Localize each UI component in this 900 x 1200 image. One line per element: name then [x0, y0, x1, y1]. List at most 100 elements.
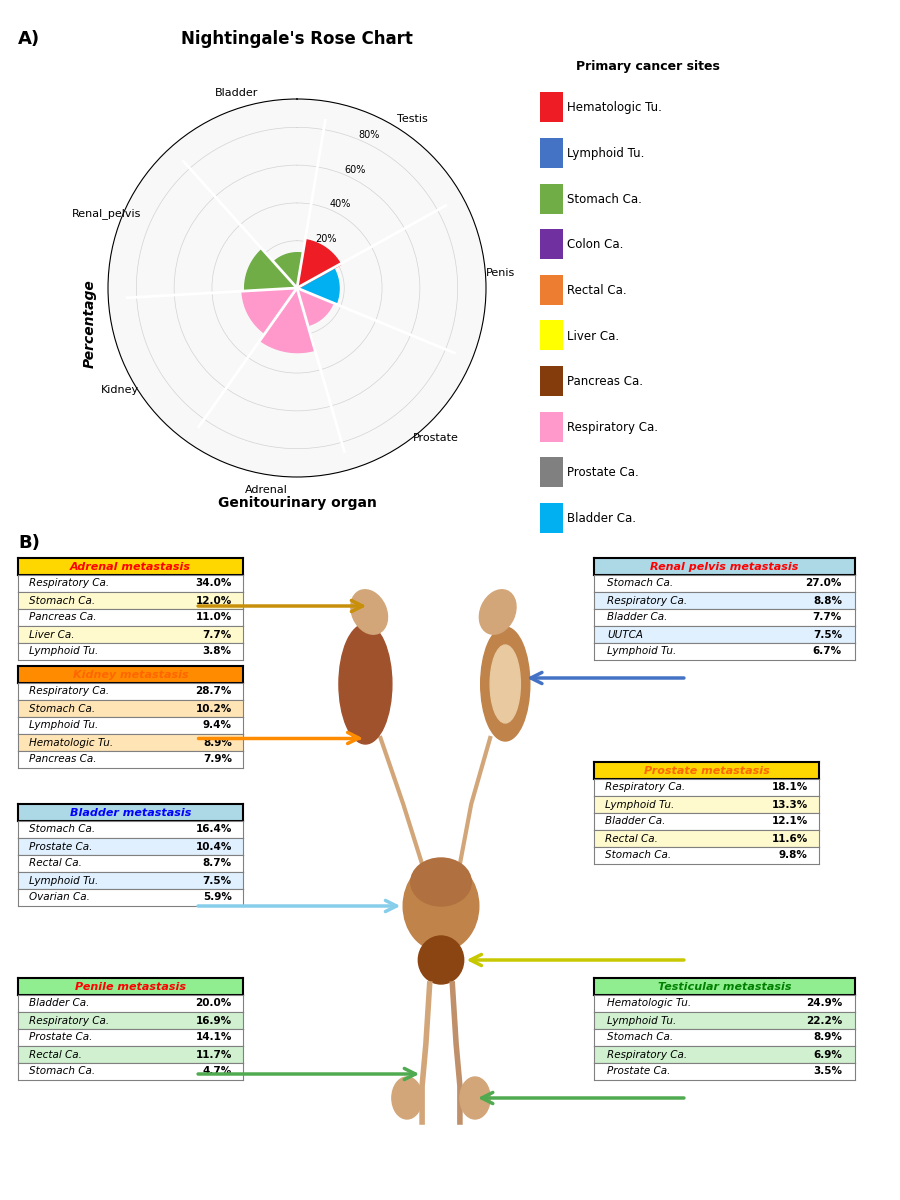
Ellipse shape [392, 1078, 422, 1118]
Ellipse shape [481, 626, 530, 740]
Text: Kidney metastasis: Kidney metastasis [73, 670, 188, 679]
Text: 11.7%: 11.7% [195, 1050, 232, 1060]
Text: Penis: Penis [486, 268, 515, 277]
Text: 4.7%: 4.7% [202, 1067, 232, 1076]
Text: Prostate Ca.: Prostate Ca. [29, 1032, 93, 1043]
Text: 16.9%: 16.9% [195, 1015, 232, 1026]
Text: 11.6%: 11.6% [771, 834, 808, 844]
Text: 9.4%: 9.4% [202, 720, 232, 731]
Text: Pancreas Ca.: Pancreas Ca. [29, 755, 97, 764]
Text: 8.8%: 8.8% [813, 595, 842, 606]
Text: 16.4%: 16.4% [195, 824, 232, 834]
Ellipse shape [410, 858, 472, 906]
Text: Colon Ca.: Colon Ca. [567, 239, 624, 251]
Text: Hematologic Tu.: Hematologic Tu. [607, 998, 691, 1008]
Text: 14.1%: 14.1% [195, 1032, 232, 1043]
Text: Stomach Ca.: Stomach Ca. [607, 1032, 673, 1043]
Ellipse shape [460, 1078, 491, 1118]
Text: Prostate: Prostate [413, 433, 459, 443]
Text: 7.9%: 7.9% [202, 755, 232, 764]
Text: 3.8%: 3.8% [202, 647, 232, 656]
Text: Kidney: Kidney [101, 385, 140, 395]
Text: Respiratory Ca.: Respiratory Ca. [29, 1015, 110, 1026]
Text: Ovarian Ca.: Ovarian Ca. [29, 893, 90, 902]
Text: Prostate Ca.: Prostate Ca. [567, 467, 639, 479]
Text: Rectal Ca.: Rectal Ca. [29, 858, 82, 869]
Text: Stomach Ca.: Stomach Ca. [567, 193, 642, 205]
Text: Respiratory Ca.: Respiratory Ca. [29, 578, 110, 588]
Text: Pancreas Ca.: Pancreas Ca. [29, 612, 97, 623]
Text: Stomach Ca.: Stomach Ca. [29, 595, 95, 606]
Text: Liver Ca.: Liver Ca. [29, 630, 75, 640]
Text: Stomach Ca.: Stomach Ca. [607, 578, 673, 588]
Text: Renal pelvis metastasis: Renal pelvis metastasis [651, 562, 798, 571]
Text: 12.0%: 12.0% [195, 595, 232, 606]
Text: Lymphoid Tu.: Lymphoid Tu. [605, 799, 674, 810]
Text: Renal_pelvis: Renal_pelvis [72, 208, 141, 218]
Text: Penile metastasis: Penile metastasis [75, 982, 186, 991]
Text: 6.9%: 6.9% [813, 1050, 842, 1060]
Text: Lymphoid Tu.: Lymphoid Tu. [29, 647, 98, 656]
Text: Stomach Ca.: Stomach Ca. [29, 824, 95, 834]
Text: Rectal Ca.: Rectal Ca. [605, 834, 658, 844]
Text: Respiratory Ca.: Respiratory Ca. [607, 595, 688, 606]
Text: Lymphoid Tu.: Lymphoid Tu. [29, 720, 98, 731]
Text: B): B) [18, 534, 40, 552]
Text: Hematologic Tu.: Hematologic Tu. [567, 102, 662, 114]
Text: 10.4%: 10.4% [195, 841, 232, 852]
Text: Bladder Ca.: Bladder Ca. [29, 998, 90, 1008]
Text: Prostate metastasis: Prostate metastasis [644, 766, 770, 775]
Text: 8.9%: 8.9% [813, 1032, 842, 1043]
Text: Lymphoid Tu.: Lymphoid Tu. [567, 148, 644, 160]
Text: Percentage: Percentage [83, 280, 97, 368]
Text: 3.5%: 3.5% [813, 1067, 842, 1076]
Text: Nightingale's Rose Chart: Nightingale's Rose Chart [181, 30, 413, 48]
Text: Testicular metastasis: Testicular metastasis [658, 982, 791, 991]
Text: Bladder Ca.: Bladder Ca. [567, 512, 636, 524]
Text: 28.7%: 28.7% [195, 686, 232, 696]
Text: Bladder metastasis: Bladder metastasis [70, 808, 191, 817]
Text: Liver Ca.: Liver Ca. [567, 330, 619, 342]
Text: 24.9%: 24.9% [806, 998, 842, 1008]
Text: 22.2%: 22.2% [806, 1015, 842, 1026]
Text: Adrenal metastasis: Adrenal metastasis [70, 562, 191, 571]
Text: Stomach Ca.: Stomach Ca. [29, 1067, 95, 1076]
Ellipse shape [403, 860, 479, 950]
Text: 7.5%: 7.5% [202, 876, 232, 886]
Ellipse shape [480, 589, 516, 635]
Text: Lymphoid Tu.: Lymphoid Tu. [607, 1015, 676, 1026]
Text: 7.5%: 7.5% [813, 630, 842, 640]
Text: Stomach Ca.: Stomach Ca. [29, 703, 95, 714]
Text: Primary cancer sites: Primary cancer sites [576, 60, 720, 73]
Text: Respiratory Ca.: Respiratory Ca. [605, 782, 686, 792]
Text: Prostate Ca.: Prostate Ca. [607, 1067, 670, 1076]
Text: 7.7%: 7.7% [813, 612, 842, 623]
Text: Bladder Ca.: Bladder Ca. [605, 816, 666, 827]
Text: 10.2%: 10.2% [195, 703, 232, 714]
Text: 7.7%: 7.7% [202, 630, 232, 640]
Text: 6.7%: 6.7% [813, 647, 842, 656]
Text: 5.9%: 5.9% [202, 893, 232, 902]
Text: Hematologic Tu.: Hematologic Tu. [29, 738, 113, 748]
Text: UUTCA: UUTCA [607, 630, 643, 640]
Ellipse shape [339, 624, 392, 744]
Ellipse shape [418, 936, 464, 984]
Text: Bladder: Bladder [215, 88, 258, 98]
Text: Genitourinary organ: Genitourinary organ [218, 496, 376, 510]
Text: Prostate Ca.: Prostate Ca. [29, 841, 93, 852]
Ellipse shape [491, 644, 520, 722]
Text: Testis: Testis [397, 114, 427, 125]
Text: 8.9%: 8.9% [202, 738, 232, 748]
Text: 11.0%: 11.0% [195, 612, 232, 623]
Text: Rectal Ca.: Rectal Ca. [567, 284, 626, 296]
Text: 13.3%: 13.3% [771, 799, 808, 810]
Text: Respiratory Ca.: Respiratory Ca. [567, 421, 658, 433]
Text: 20.0%: 20.0% [195, 998, 232, 1008]
Text: 34.0%: 34.0% [195, 578, 232, 588]
Text: Respiratory Ca.: Respiratory Ca. [29, 686, 110, 696]
Text: Bladder Ca.: Bladder Ca. [607, 612, 668, 623]
Text: Pancreas Ca.: Pancreas Ca. [567, 376, 643, 388]
Ellipse shape [351, 589, 388, 635]
Text: Adrenal: Adrenal [245, 485, 288, 494]
Text: Stomach Ca.: Stomach Ca. [605, 851, 671, 860]
